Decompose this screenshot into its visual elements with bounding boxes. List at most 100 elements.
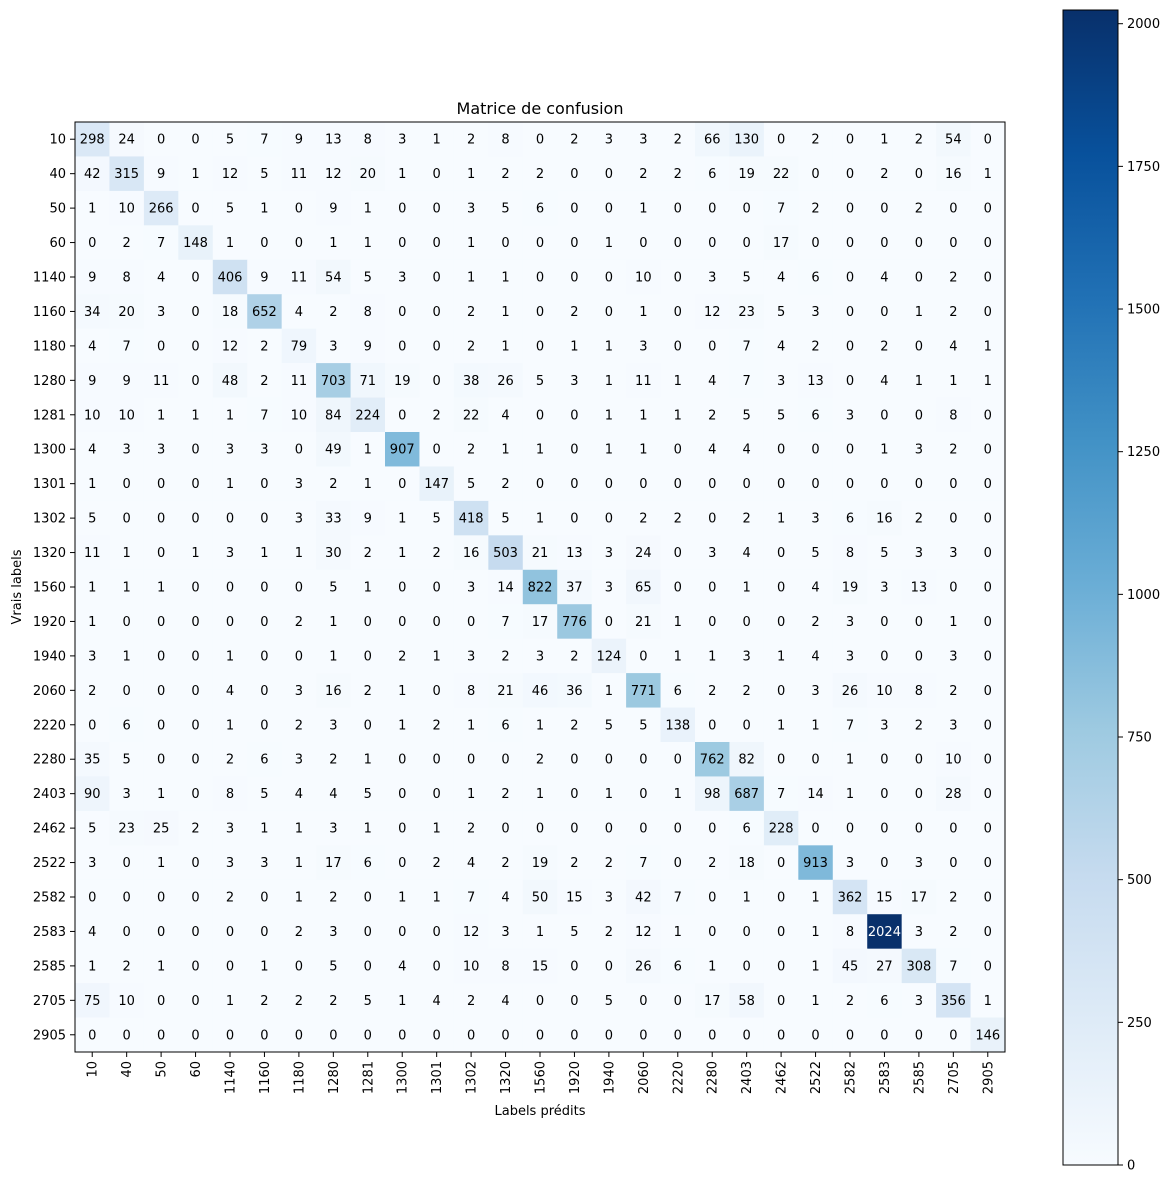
- cell-value-label: 0: [743, 925, 751, 940]
- y-tick-label: 1160: [33, 305, 66, 320]
- heatmap-cell: [867, 500, 903, 536]
- heatmap-cell: [281, 604, 317, 640]
- heatmap-cell: [522, 363, 558, 398]
- cell-value-label: 4: [433, 994, 441, 1009]
- cell-value-label: 8: [467, 684, 475, 699]
- cell-value-label: 13: [807, 374, 824, 389]
- heatmap-cell: [350, 535, 386, 571]
- heatmap-cell: [832, 363, 868, 398]
- heatmap-cell: [832, 259, 868, 295]
- heatmap-cell: [591, 742, 627, 777]
- cell-value-label: 15: [566, 891, 583, 906]
- cell-value-label: 16: [325, 684, 342, 699]
- heatmap-cell: [178, 432, 214, 467]
- cell-value-label: 1: [984, 994, 992, 1009]
- cell-value-label: 228: [769, 822, 794, 837]
- heatmap-cell: [109, 432, 145, 467]
- cell-value-label: 0: [984, 718, 992, 733]
- heatmap-cell: [522, 466, 558, 502]
- cell-value-label: 0: [777, 684, 785, 699]
- heatmap-cell: [488, 294, 524, 330]
- x-tick-label: 1302: [465, 1061, 480, 1094]
- heatmap-cell: [419, 673, 455, 708]
- cell-value-label: 1: [226, 718, 234, 733]
- heatmap-cell: [212, 397, 248, 433]
- cell-value-label: 1: [811, 891, 819, 906]
- cell-value-label: 6: [880, 994, 888, 1009]
- heatmap-cell: [867, 1017, 903, 1053]
- heatmap-cell: [385, 776, 420, 812]
- heatmap-cell: [488, 225, 524, 261]
- cell-value-label: 0: [536, 1028, 544, 1043]
- heatmap-cell: [970, 638, 1006, 674]
- heatmap-cell: [763, 225, 799, 261]
- cell-value-label: 8: [915, 684, 923, 699]
- heatmap-cell: [212, 914, 248, 950]
- cell-value-label: 0: [708, 236, 716, 251]
- cell-value-label: 0: [984, 271, 992, 286]
- heatmap-cell: [385, 879, 420, 915]
- cell-value-label: 3: [949, 649, 957, 664]
- cell-value-label: 0: [605, 753, 613, 768]
- cell-value-label: 1: [157, 787, 165, 802]
- cell-value-label: 19: [394, 374, 411, 389]
- cell-value-label: 0: [501, 822, 509, 837]
- y-tick-label: 2220: [33, 718, 66, 733]
- heatmap-cell: [936, 500, 971, 536]
- cell-value-label: 19: [738, 167, 755, 182]
- heatmap-cell: [729, 466, 765, 502]
- heatmap-cell: [798, 914, 834, 950]
- cell-value-label: 0: [708, 822, 716, 837]
- cell-value-label: 42: [84, 167, 101, 182]
- heatmap-cell: [385, 948, 420, 984]
- cell-value-label: 17: [911, 891, 928, 906]
- cell-value-label: 3: [605, 546, 613, 561]
- heatmap-cell: [281, 673, 317, 708]
- cell-value-label: 0: [260, 718, 268, 733]
- colorbar-tick-label: 1750: [1127, 160, 1160, 175]
- cell-value-label: 3: [811, 512, 819, 527]
- heatmap-cell: [143, 328, 179, 364]
- cell-value-label: 0: [123, 615, 131, 630]
- cell-value-label: 21: [635, 615, 652, 630]
- heatmap-cell: [901, 707, 937, 743]
- heatmap-cell: [316, 190, 351, 226]
- cell-value-label: 0: [846, 339, 854, 354]
- cell-value-label: 3: [639, 133, 647, 148]
- cell-value-label: 1: [191, 408, 199, 423]
- x-tick-label: 1320: [499, 1061, 514, 1094]
- heatmap-cell: [385, 983, 420, 1018]
- y-tick-label: 2060: [33, 684, 66, 699]
- heatmap-cell: [695, 983, 730, 1018]
- heatmap-cell: [143, 397, 179, 433]
- heatmap-cell: [729, 1017, 765, 1053]
- cell-value-label: 0: [674, 339, 682, 354]
- heatmap-cell: [763, 983, 799, 1018]
- heatmap-cell: [522, 225, 558, 261]
- heatmap-cell: [970, 397, 1006, 433]
- cell-value-label: 2: [915, 133, 923, 148]
- cell-value-label: 0: [295, 236, 303, 251]
- heatmap-cell: [178, 948, 214, 984]
- cell-value-label: 4: [88, 925, 96, 940]
- heatmap-cell: [75, 707, 110, 743]
- cell-value-label: 0: [846, 236, 854, 251]
- heatmap-cell: [247, 294, 283, 330]
- cell-value-label: 30: [325, 546, 342, 561]
- cell-value-label: 1: [398, 891, 406, 906]
- cell-value-label: 3: [846, 649, 854, 664]
- heatmap-cell: [695, 879, 730, 915]
- cell-value-label: 0: [157, 512, 165, 527]
- heatmap-cell: [178, 604, 214, 640]
- heatmap-cell: [419, 225, 455, 261]
- colorbar-tick-label: 1250: [1127, 445, 1160, 460]
- cell-value-label: 1: [708, 959, 716, 974]
- cell-value-label: 4: [329, 787, 337, 802]
- heatmap-cell: [591, 190, 627, 226]
- cell-value-label: 2: [501, 649, 509, 664]
- cell-value-label: 3: [846, 615, 854, 630]
- cell-value-label: 1: [467, 236, 475, 251]
- cell-value-label: 1: [708, 649, 716, 664]
- heatmap-cell: [970, 742, 1006, 777]
- cell-value-label: 0: [674, 753, 682, 768]
